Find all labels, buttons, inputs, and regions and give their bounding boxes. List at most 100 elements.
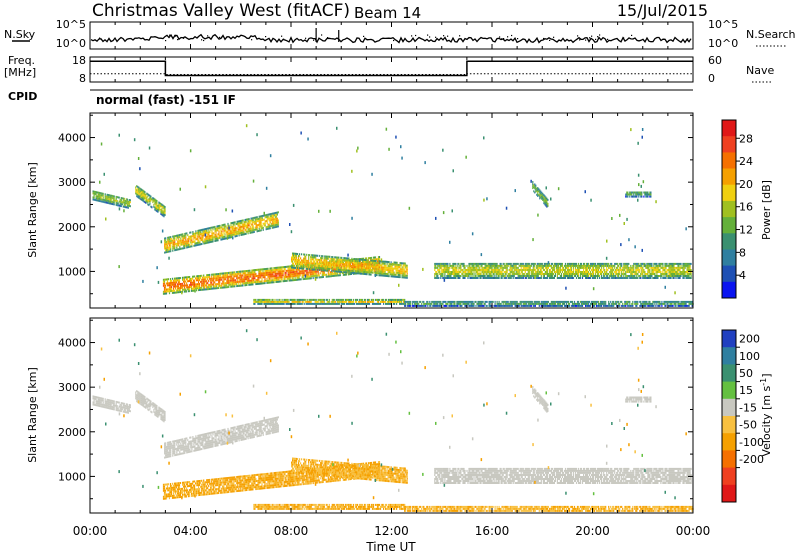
power-cell bbox=[296, 264, 298, 267]
power-cell bbox=[600, 264, 602, 267]
power-cell bbox=[256, 268, 258, 271]
power-cell bbox=[258, 223, 260, 226]
power-cell bbox=[335, 260, 337, 263]
power-cell bbox=[574, 275, 577, 277]
power-cell bbox=[255, 300, 257, 303]
power-cell bbox=[249, 231, 251, 234]
power-cell bbox=[247, 281, 249, 284]
power-cell bbox=[164, 251, 166, 254]
power-cell bbox=[282, 274, 284, 277]
power-cell bbox=[444, 271, 446, 273]
power-cell bbox=[200, 276, 202, 279]
power-cell bbox=[139, 197, 141, 200]
power-cell bbox=[209, 241, 211, 244]
power-cell bbox=[564, 275, 567, 277]
power-cell bbox=[319, 298, 321, 301]
power-cell bbox=[541, 273, 543, 275]
power-cell bbox=[455, 273, 457, 275]
power-cell bbox=[588, 266, 590, 269]
power-cell bbox=[268, 298, 270, 301]
power-cell bbox=[129, 205, 131, 208]
power-cell bbox=[554, 264, 556, 267]
power-cell bbox=[482, 266, 484, 269]
power-cell bbox=[596, 264, 598, 267]
power-cell bbox=[198, 275, 200, 278]
power-cell bbox=[401, 298, 403, 301]
power-cell bbox=[403, 262, 405, 265]
power-cell bbox=[257, 224, 259, 226]
power-cell bbox=[245, 278, 247, 281]
power-cell bbox=[305, 263, 307, 266]
power-cell bbox=[312, 277, 314, 280]
power-cell bbox=[142, 197, 144, 200]
power-cell bbox=[350, 267, 352, 270]
power-cell bbox=[174, 235, 176, 238]
power-cell bbox=[378, 272, 380, 275]
power-cell bbox=[309, 262, 311, 265]
power-cell bbox=[216, 227, 218, 230]
power-cell bbox=[573, 275, 576, 277]
power-cell bbox=[315, 254, 317, 257]
power-cell bbox=[111, 194, 113, 197]
power-cell bbox=[580, 266, 583, 269]
power-cell bbox=[265, 298, 267, 301]
power-cell bbox=[162, 212, 164, 215]
noise-dot bbox=[599, 34, 601, 36]
power-cell bbox=[290, 273, 292, 276]
power-cell bbox=[179, 289, 182, 291]
power-cell bbox=[336, 262, 338, 265]
power-cell bbox=[387, 265, 389, 267]
power-cell bbox=[363, 260, 365, 263]
power-cell bbox=[373, 259, 375, 262]
power-cell bbox=[376, 258, 379, 261]
power-cell bbox=[234, 229, 236, 232]
power-cell bbox=[229, 234, 231, 237]
power-cell bbox=[222, 236, 224, 239]
power-cell bbox=[383, 274, 385, 277]
power-cell bbox=[268, 300, 270, 303]
power-cell bbox=[500, 277, 502, 279]
power-cell bbox=[267, 298, 269, 301]
power-cell bbox=[180, 239, 182, 242]
power-cell bbox=[496, 273, 498, 275]
power-cell bbox=[330, 300, 332, 303]
power-cell bbox=[113, 201, 115, 204]
power-cell bbox=[167, 244, 169, 247]
power-cell bbox=[273, 271, 275, 274]
power-cell bbox=[359, 266, 361, 269]
power-cell bbox=[486, 277, 488, 279]
power-cell bbox=[623, 264, 625, 267]
power-cell bbox=[250, 217, 252, 220]
power-cell bbox=[268, 279, 270, 282]
power-cell bbox=[167, 246, 169, 249]
power-cell bbox=[590, 271, 592, 273]
power-cell bbox=[332, 256, 334, 259]
power-cell bbox=[593, 269, 595, 271]
power-cell bbox=[389, 271, 391, 274]
power-cell bbox=[203, 280, 205, 283]
power-cell bbox=[226, 280, 228, 283]
power-cell bbox=[614, 264, 616, 267]
power-cell bbox=[557, 273, 559, 275]
power-cell bbox=[336, 270, 338, 273]
power-cell bbox=[198, 239, 200, 242]
power-cell bbox=[168, 290, 171, 293]
power-cell bbox=[472, 273, 474, 275]
power-cell bbox=[369, 265, 371, 268]
power-cell bbox=[241, 223, 243, 226]
power-cell bbox=[226, 227, 228, 230]
power-cell bbox=[269, 219, 271, 222]
power-cell bbox=[324, 302, 326, 305]
power-cell bbox=[276, 268, 278, 271]
power-cell bbox=[510, 262, 512, 265]
power-cell bbox=[244, 229, 246, 231]
power-cell bbox=[167, 236, 169, 239]
power-cell bbox=[274, 220, 276, 223]
power-cell bbox=[296, 268, 298, 271]
power-cell bbox=[481, 262, 483, 265]
power-cell bbox=[354, 268, 356, 271]
power-cell bbox=[323, 259, 325, 262]
power-cell bbox=[268, 281, 270, 284]
power-cell bbox=[276, 225, 278, 228]
power-cell bbox=[380, 270, 382, 273]
